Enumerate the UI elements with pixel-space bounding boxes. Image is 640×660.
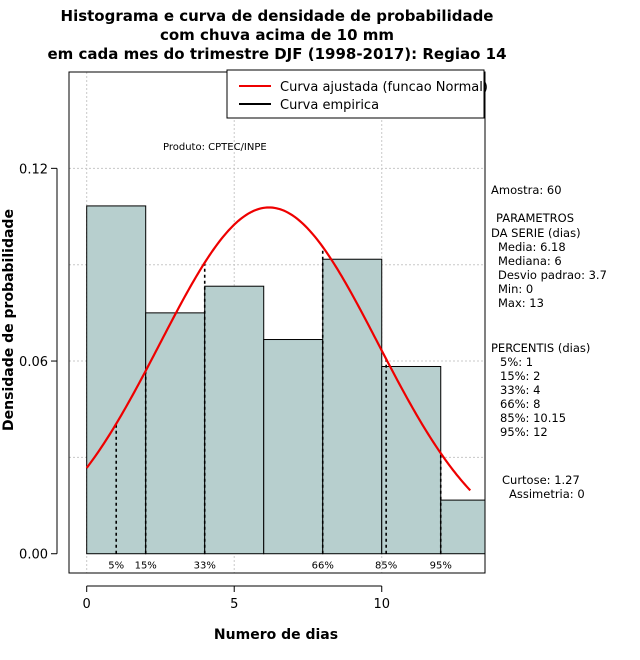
chart-title-line-2: com chuva acima de 10 mm (160, 26, 394, 44)
percentil-95: 95%: 12 (500, 425, 548, 439)
legend: Curva ajustada (funcao Normal) Curva emp… (226, 69, 488, 119)
param-min: Min: 0 (498, 282, 533, 296)
percentile-label: 95% (430, 561, 452, 572)
chart-title-line-3: em cada mes do trimestre DJF (1998-2017)… (47, 45, 506, 63)
x-axis: 0 5 10 (83, 585, 390, 612)
chart-title-line-1: Histograma e curva de densidade de proba… (61, 7, 494, 25)
params-title-line-2: DA SERIE (dias) (491, 226, 581, 240)
x-axis-title: Numero de dias (214, 627, 338, 643)
fitted-normal-curve (85, 206, 472, 492)
x-tick-label: 5 (230, 597, 238, 612)
y-axis-title: Densidade de probabilidade (1, 209, 17, 431)
percentil-15: 15%: 2 (500, 369, 540, 383)
param-median: Mediana: 6 (498, 254, 562, 268)
sample-size-text: Amostra: 60 (491, 183, 562, 197)
param-mean: Media: 6.18 (498, 240, 566, 254)
percentile-lines: 5% 15% 33% 66% 85% 95% (108, 246, 452, 572)
histogram-bar (322, 258, 383, 555)
fitted-curve (85, 206, 472, 492)
percentil-5: 5%: 1 (500, 355, 533, 369)
percentil-66: 66%: 8 (500, 397, 540, 411)
percentis-title: PERCENTIS (dias) (491, 341, 590, 355)
histogram-bar (381, 365, 442, 555)
percentile-label: 33% (194, 561, 216, 572)
product-annotation: Produto: CPTEC/INPE (163, 142, 267, 153)
params-title-line-1: PARAMETROS (496, 211, 574, 225)
percentile-label: 15% (135, 561, 157, 572)
y-tick-label: 0.06 (19, 355, 48, 370)
skewness-text: Assimetria: 0 (509, 487, 585, 501)
y-axis: 0.00 0.06 0.12 (19, 162, 58, 563)
param-max: Max: 13 (498, 296, 544, 310)
percentile-label: 85% (375, 561, 397, 572)
percentile-label: 66% (312, 561, 334, 572)
param-std: Desvio padrao: 3.7 (498, 268, 607, 282)
x-tick-label: 10 (373, 597, 390, 612)
histogram-bar (86, 205, 147, 555)
percentil-85: 85%: 10.15 (500, 411, 566, 425)
statistics-panel: Amostra: 60 PARAMETROS DA SERIE (dias) M… (491, 183, 607, 501)
x-tick-label: 0 (83, 597, 91, 612)
histogram-bar (440, 499, 486, 555)
histogram-bars (86, 205, 486, 555)
legend-box (226, 69, 485, 119)
percentil-33: 33%: 4 (500, 383, 540, 397)
y-tick-label: 0.12 (19, 162, 48, 177)
histogram-bar (204, 285, 265, 555)
histogram-bar (263, 339, 324, 555)
y-tick-label: 0.00 (19, 548, 48, 563)
kurtosis-text: Curtose: 1.27 (502, 473, 580, 487)
percentile-label: 5% (108, 561, 124, 572)
legend-empirical-label: Curva empirica (280, 98, 379, 113)
legend-fitted-label: Curva ajustada (funcao Normal) (280, 80, 488, 95)
histogram-bar (145, 312, 206, 555)
